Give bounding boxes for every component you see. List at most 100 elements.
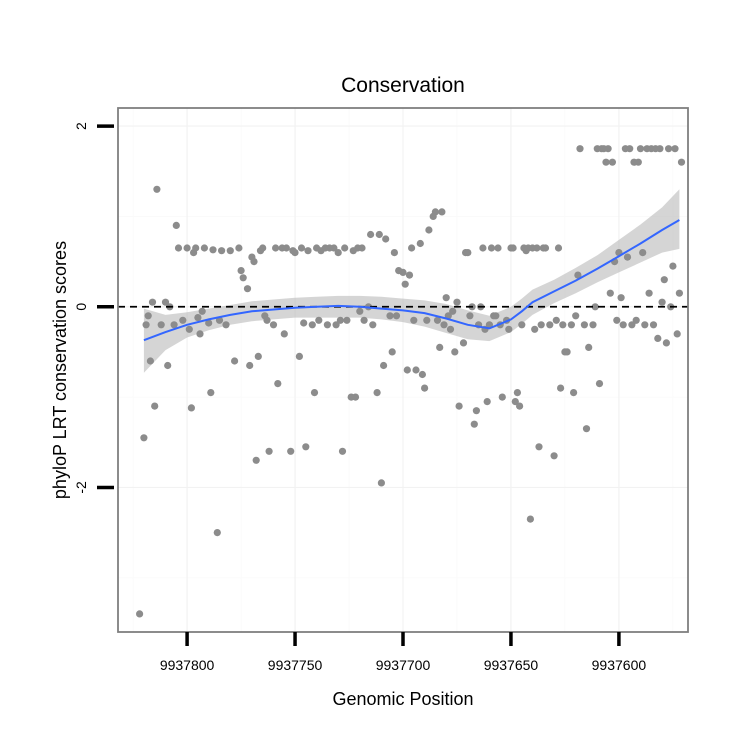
data-point-196 <box>632 316 640 324</box>
data-point-171 <box>574 271 582 279</box>
data-point-200 <box>641 321 649 329</box>
data-point-177 <box>591 303 599 311</box>
data-point-147 <box>516 402 524 410</box>
data-point-88 <box>375 230 383 239</box>
data-point-108 <box>425 226 433 234</box>
data-point-40 <box>250 258 258 266</box>
data-point-194 <box>628 321 636 329</box>
data-point-104 <box>416 239 424 248</box>
data-point-146 <box>513 389 522 397</box>
data-point-208 <box>658 298 666 306</box>
data-point-41 <box>252 456 260 464</box>
data-point-214 <box>671 145 679 153</box>
data-point-209 <box>660 276 668 284</box>
data-point-169 <box>570 389 578 397</box>
data-point-155 <box>533 244 541 252</box>
data-point-144 <box>509 244 517 252</box>
data-point-161 <box>550 452 558 460</box>
data-point-125 <box>466 312 474 320</box>
data-point-202 <box>645 289 653 297</box>
data-point-142 <box>505 325 513 333</box>
data-point-56 <box>291 249 299 257</box>
data-point-42 <box>254 352 262 360</box>
data-point-44 <box>259 244 267 252</box>
data-point-20 <box>192 244 200 252</box>
data-point-85 <box>367 230 375 239</box>
data-point-31 <box>222 321 230 329</box>
data-point-112 <box>436 343 444 351</box>
data-point-22 <box>196 330 204 338</box>
confidence-band <box>143 189 680 373</box>
data-point-131 <box>479 244 487 252</box>
data-point-6 <box>151 402 159 410</box>
data-point-21 <box>194 314 202 322</box>
data-point-7 <box>153 185 161 193</box>
data-point-110 <box>431 208 439 216</box>
y-tick-label-0: 2 <box>73 122 89 130</box>
data-point-87 <box>373 389 381 397</box>
data-point-167 <box>563 348 571 356</box>
data-point-145 <box>511 398 519 406</box>
data-point-97 <box>399 268 407 276</box>
data-point-10 <box>164 361 172 370</box>
data-point-37 <box>243 285 252 293</box>
data-point-60 <box>302 443 310 451</box>
data-point-5 <box>148 298 157 306</box>
data-point-192 <box>623 253 632 261</box>
data-point-36 <box>239 274 247 282</box>
chart-title: Conservation <box>341 74 465 97</box>
x-tick-label-2: 9937700 <box>376 657 431 673</box>
data-point-124 <box>464 249 472 257</box>
y-axis-label: phyloP LRT conservation scores <box>50 241 70 499</box>
data-point-185 <box>608 158 617 166</box>
data-point-75 <box>341 244 349 252</box>
data-point-34 <box>235 244 243 252</box>
data-point-190 <box>619 321 627 329</box>
data-point-46 <box>263 316 271 324</box>
data-point-156 <box>535 443 543 451</box>
data-point-198 <box>636 145 645 153</box>
data-point-2 <box>142 321 150 329</box>
data-point-61 <box>304 247 312 255</box>
x-axis-label: Genomic Position <box>332 689 473 709</box>
data-point-33 <box>231 357 239 365</box>
data-point-106 <box>421 384 429 392</box>
x-tick-label-1: 9937750 <box>268 657 323 673</box>
data-point-91 <box>382 235 390 243</box>
data-point-204 <box>649 321 658 329</box>
data-point-16 <box>183 244 191 252</box>
data-point-73 <box>336 316 344 324</box>
data-point-114 <box>440 321 448 329</box>
data-point-50 <box>274 380 282 388</box>
data-point-184 <box>606 289 614 297</box>
data-point-172 <box>576 145 584 153</box>
data-point-182 <box>602 158 610 166</box>
data-point-215 <box>673 330 681 338</box>
x-tick-label-4: 9937600 <box>592 657 647 673</box>
data-point-25 <box>205 319 213 327</box>
data-point-213 <box>669 262 677 270</box>
data-point-118 <box>449 307 457 315</box>
data-point-148 <box>518 321 526 329</box>
data-point-211 <box>665 145 673 153</box>
data-point-26 <box>207 389 215 397</box>
data-point-49 <box>272 244 280 252</box>
data-point-52 <box>280 330 288 338</box>
data-point-128 <box>472 407 480 415</box>
data-point-82 <box>358 244 366 252</box>
data-point-58 <box>297 244 306 252</box>
data-point-62 <box>308 321 316 329</box>
data-point-117 <box>446 325 455 333</box>
data-point-133 <box>483 398 491 406</box>
data-point-17 <box>185 325 193 333</box>
confidence-band-layer <box>143 189 680 373</box>
data-point-3 <box>144 312 152 320</box>
axes: 9937800 9937750 9937700 9937650 9937600 2 0 -2 <box>73 122 646 673</box>
data-point-103 <box>412 366 420 374</box>
data-point-35 <box>237 267 245 275</box>
data-point-210 <box>662 339 671 347</box>
data-point-63 <box>310 389 319 397</box>
data-points <box>136 145 686 618</box>
